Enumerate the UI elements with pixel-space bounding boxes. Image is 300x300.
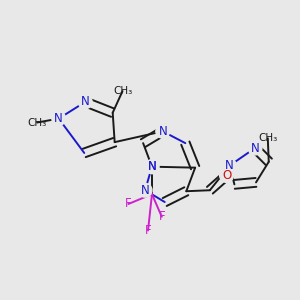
Circle shape [248, 141, 262, 155]
Circle shape [156, 124, 169, 138]
Text: CH₃: CH₃ [258, 133, 278, 143]
Text: O: O [222, 169, 231, 182]
Text: CH₃: CH₃ [28, 118, 47, 128]
Text: F: F [158, 210, 165, 223]
Text: F: F [145, 224, 151, 237]
Circle shape [52, 112, 66, 125]
Text: N: N [81, 95, 90, 108]
Text: N: N [225, 159, 234, 172]
Circle shape [223, 159, 236, 172]
Text: N: N [250, 142, 260, 154]
Circle shape [145, 160, 159, 174]
Circle shape [78, 95, 92, 109]
Text: N: N [141, 184, 149, 197]
Circle shape [138, 183, 152, 197]
Text: F: F [125, 197, 132, 211]
Circle shape [145, 160, 159, 174]
Text: N: N [158, 125, 167, 138]
Text: N: N [148, 160, 156, 173]
Text: CH₃: CH₃ [113, 86, 132, 96]
Text: N: N [54, 112, 63, 125]
Text: N: N [148, 160, 156, 173]
Circle shape [220, 169, 233, 182]
